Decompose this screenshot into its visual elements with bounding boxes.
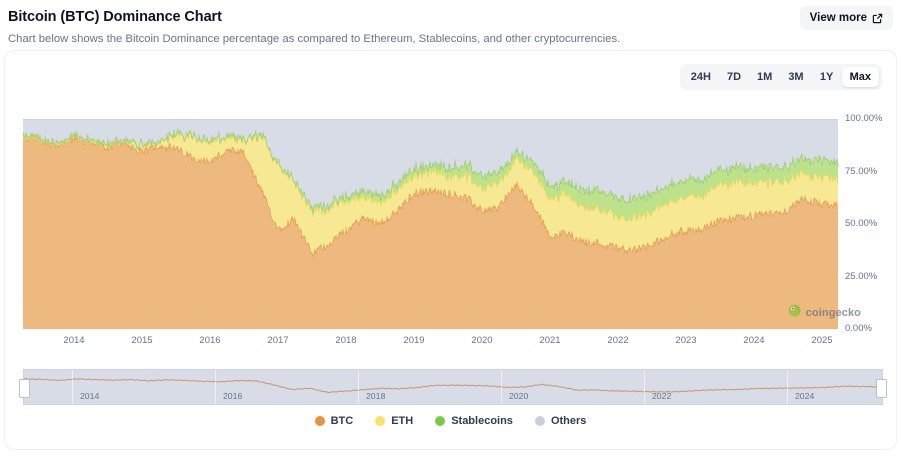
- x-axis-tick: 2019: [403, 335, 425, 346]
- page-title: Bitcoin (BTC) Dominance Chart: [8, 9, 222, 25]
- legend-label-eth: ETH: [391, 415, 414, 427]
- x-axis-tick: 2018: [335, 335, 357, 346]
- y-axis-tick: 25.00%: [845, 270, 878, 282]
- navigator-gridline: [214, 370, 216, 404]
- legend-label-others: Others: [550, 415, 587, 427]
- navigator-gridline: [71, 370, 73, 404]
- chart-navigator[interactable]: 2014 2016 2018 2020 2022 2024: [19, 369, 887, 405]
- legend-item-btc[interactable]: BTC: [314, 415, 354, 427]
- x-axis: 2014 2015 2016 2017 2018 2019 2020 2021 2022 2023…: [23, 335, 839, 351]
- navigator-tick: 2020: [508, 391, 529, 401]
- view-more-button[interactable]: View more: [799, 6, 893, 30]
- legend-label-stablecoins: Stablecoins: [451, 415, 513, 427]
- page-header: Bitcoin (BTC) Dominance Chart Chart belo…: [0, 0, 901, 50]
- navigator-tick: 2018: [365, 391, 386, 401]
- range-button-1y[interactable]: 1Y: [812, 67, 842, 87]
- x-axis-tick: 2024: [743, 335, 765, 346]
- navigator-tick: 2014: [79, 391, 100, 401]
- navigator-gridline: [357, 370, 359, 404]
- range-button-7d[interactable]: 7D: [719, 67, 749, 87]
- y-axis-tick: 0.00%: [845, 323, 872, 334]
- y-axis-tick: 100.00%: [845, 113, 883, 124]
- page-subtitle: Chart below shows the Bitcoin Dominance …: [8, 33, 621, 45]
- navigator-tick: 2022: [651, 391, 672, 401]
- x-axis-tick: 2025: [811, 335, 833, 346]
- stacked-area-chart[interactable]: [23, 119, 839, 329]
- time-range-selector[interactable]: 24H 7D 1M 3M 1Y Max: [679, 64, 882, 90]
- navigator-gridline: [500, 370, 502, 404]
- external-link-icon: [872, 13, 883, 24]
- y-axis-tick: 50.00%: [845, 218, 878, 229]
- navigator-gridline: [786, 370, 788, 404]
- legend-item-others[interactable]: Others: [534, 415, 587, 427]
- view-more-label: View more: [809, 12, 867, 24]
- x-axis-tick: 2021: [539, 335, 561, 346]
- chart-legend: BTC ETH Stablecoins Others: [5, 415, 896, 427]
- legend-color-swatch-btc: [314, 416, 325, 426]
- range-button-max[interactable]: Max: [841, 67, 879, 87]
- y-axis-tick: 75.00%: [845, 165, 878, 177]
- x-axis-tick: 2022: [607, 335, 629, 346]
- x-axis-tick: 2016: [199, 335, 221, 346]
- x-axis-tick: 2023: [675, 335, 697, 346]
- x-axis-tick: 2014: [63, 335, 85, 346]
- navigator-left-handle[interactable]: [19, 379, 30, 398]
- range-button-1m[interactable]: 1M: [749, 67, 780, 87]
- range-button-3m[interactable]: 3M: [780, 67, 811, 87]
- range-button-24h[interactable]: 24H: [683, 67, 719, 87]
- legend-label-btc: BTC: [330, 415, 354, 427]
- chart-plot-wrapper: 100.00% 75.00% 50.00% 25.00% 0.00% 2014 2015 2…: [23, 114, 883, 346]
- navigator-gridline: [643, 370, 645, 404]
- y-axis: 100.00% 75.00% 50.00% 25.00% 0.00%: [845, 114, 901, 334]
- x-axis-tick: 2020: [471, 335, 493, 346]
- navigator-tick: 2016: [222, 391, 243, 401]
- legend-color-swatch-eth: [375, 416, 386, 426]
- navigator-tick: 2024: [794, 391, 815, 401]
- legend-color-swatch-stablecoins: [435, 416, 446, 426]
- legend-color-swatch-others: [534, 416, 545, 426]
- x-axis-tick: 2015: [131, 335, 153, 346]
- legend-item-stablecoins[interactable]: Stablecoins: [435, 415, 513, 427]
- x-axis-tick: 2017: [267, 335, 289, 346]
- navigator-right-handle[interactable]: [876, 379, 887, 398]
- chart-card: 24H 7D 1M 3M 1Y Max 100.00% 75.00% 50.00% 2…: [4, 50, 897, 450]
- legend-item-eth[interactable]: ETH: [375, 415, 413, 427]
